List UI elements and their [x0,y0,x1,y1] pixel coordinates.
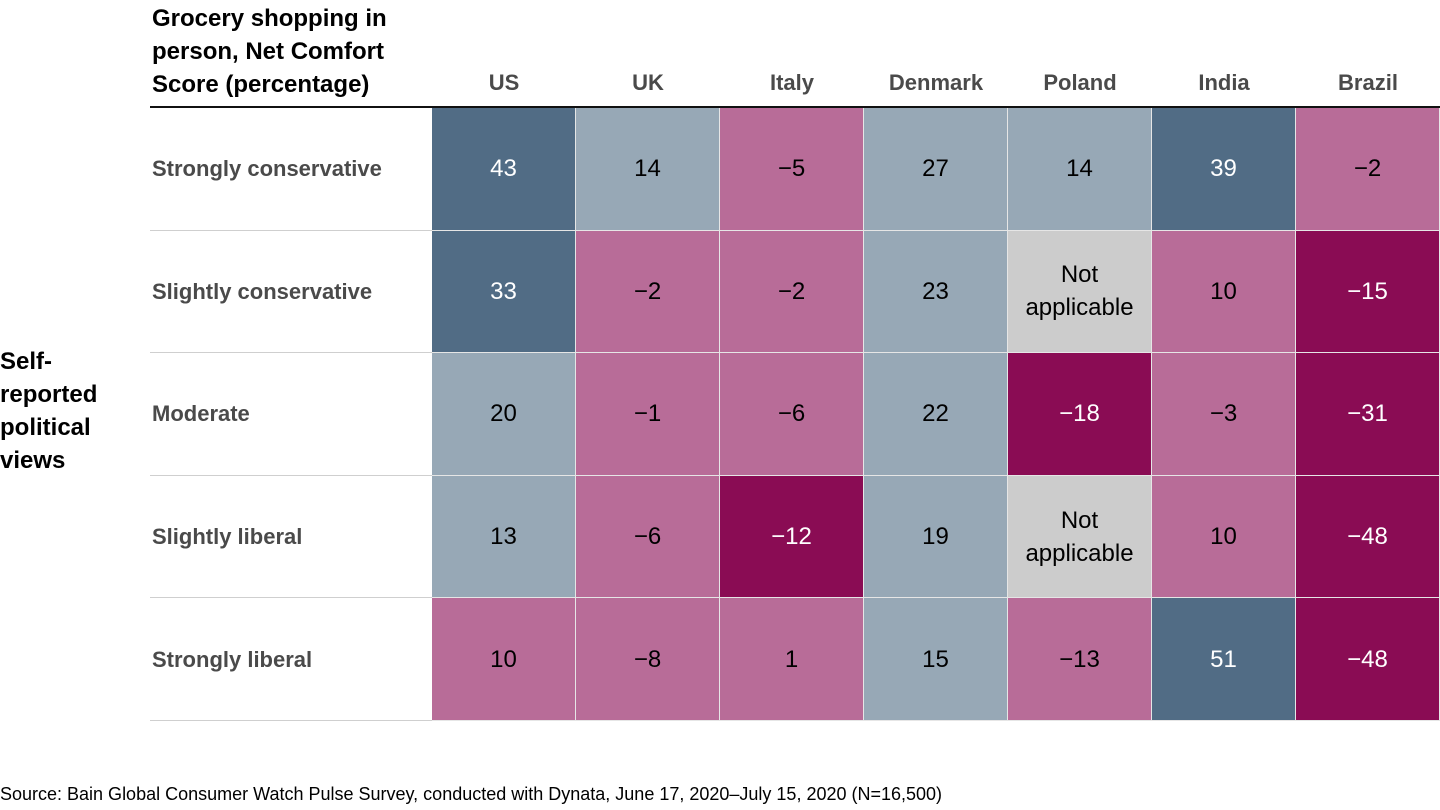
cell-value-label: 10 [1210,277,1237,305]
cell-value-label: 1 [784,645,799,673]
column-header: US [488,70,520,95]
cell-value-label: 20 [490,400,517,428]
heatmap-cell: 39 [1152,108,1296,231]
cell-value-label: 14 [634,155,661,183]
row-axis-label: Self-reported political views [0,348,98,474]
heatmap-cell: 10 [1152,230,1296,354]
cell-value-label: 43 [490,155,517,183]
cell-value-label: 19 [922,523,949,551]
cell-value-label: 13 [490,523,517,551]
heatmap-cell: −18 [1008,353,1152,476]
cell-value-label: −6 [633,523,662,551]
cell-value-label: 33 [490,277,517,305]
cell-value-label: −15 [1347,277,1388,305]
column-header: Brazil [1338,70,1398,95]
heatmap-cell: −2 [576,230,720,354]
row-label: Moderate [152,401,250,427]
cell-value-label: −5 [777,155,806,183]
heatmap-cell: Not applicable [1008,475,1152,599]
chart-title: Grocery shopping in person, Net Comfort … [152,5,387,98]
cell-value-label: 23 [922,277,949,305]
source-note: Source: Bain Global Consumer Watch Pulse… [0,784,943,804]
cell-value-label: 14 [1066,155,1093,183]
heatmap-cell: 27 [864,108,1008,231]
cell-value-label: −12 [771,523,812,551]
heatmap-cell: −8 [576,598,720,721]
heatmap-cell: 14 [1008,108,1152,231]
heatmap-cell: Not applicable [1008,230,1152,354]
cell-value-label: 22 [922,400,949,428]
cell-value-label: 27 [922,155,949,183]
cell-value-label: −2 [777,277,806,305]
cell-value-label: −2 [633,277,662,305]
heatmap-cell: −1 [576,353,720,476]
heatmap-cell: 20 [432,353,576,476]
heatmap-cell: −48 [1296,475,1440,599]
cell-value-label: −2 [1353,155,1382,183]
column-header: Denmark [888,70,984,95]
row-divider [150,720,432,721]
cell-value-label: −48 [1347,523,1388,551]
heatmap-cell: 33 [432,230,576,354]
cell-value-label: Not applicable [1025,506,1134,567]
heatmap-cell: −13 [1008,598,1152,721]
heatmap-cell: 13 [432,475,576,599]
cell-value-label: Not applicable [1025,261,1134,322]
cell-value-label: 10 [490,645,517,673]
heatmap-cell: −6 [720,353,864,476]
heatmap-cell: 10 [1152,475,1296,599]
heatmap-cell: 23 [864,230,1008,354]
cell-value-label: −48 [1347,645,1388,673]
heatmap-cell: 14 [576,108,720,231]
row-divider [150,474,432,476]
cell-value-label: −3 [1209,400,1238,428]
heatmap-cell: 22 [864,353,1008,476]
header-rule [150,106,1440,108]
row-divider [150,597,432,599]
cell-value-label: −6 [777,400,806,428]
cell-value-label: −8 [633,645,662,673]
row-label: Strongly liberal [152,646,313,672]
heatmap-cell: −31 [1296,353,1440,476]
row-divider [150,229,432,231]
cell-value-label: −18 [1059,400,1100,428]
row-divider [150,352,432,354]
cell-value-label: −1 [633,400,662,428]
heatmap-cell: 43 [432,108,576,231]
heatmap-cell: −5 [720,108,864,231]
heatmap-cell: −12 [720,475,864,599]
cell-value-label: −13 [1059,645,1100,673]
cell-value-label: 10 [1210,523,1237,551]
heatmap-cell: 51 [1152,598,1296,721]
row-label: Strongly conservative [152,156,382,182]
heatmap-cell: −3 [1152,353,1296,476]
heatmap-cell: 1 [720,598,864,721]
cell-value-label: 39 [1210,155,1237,183]
heatmap-cell: 19 [864,475,1008,599]
cell-value-label: 15 [922,645,949,673]
cell-value-label: 51 [1210,645,1237,673]
row-label: Slightly conservative [152,278,373,304]
heatmap-cell: −48 [1296,598,1440,721]
column-header: India [1198,70,1250,95]
heatmap-cell: −6 [576,475,720,599]
heatmap-cell: −2 [1296,108,1440,231]
column-header: UK [632,70,664,95]
heatmap-cell: 10 [432,598,576,721]
column-header: Italy [769,70,815,95]
heatmap-cell: −15 [1296,230,1440,354]
heatmap-cell: −2 [720,230,864,354]
row-label: Slightly liberal [152,524,303,550]
column-header: Poland [1043,70,1117,95]
cell-value-label: −31 [1347,400,1388,428]
heatmap-cell: 15 [864,598,1008,721]
